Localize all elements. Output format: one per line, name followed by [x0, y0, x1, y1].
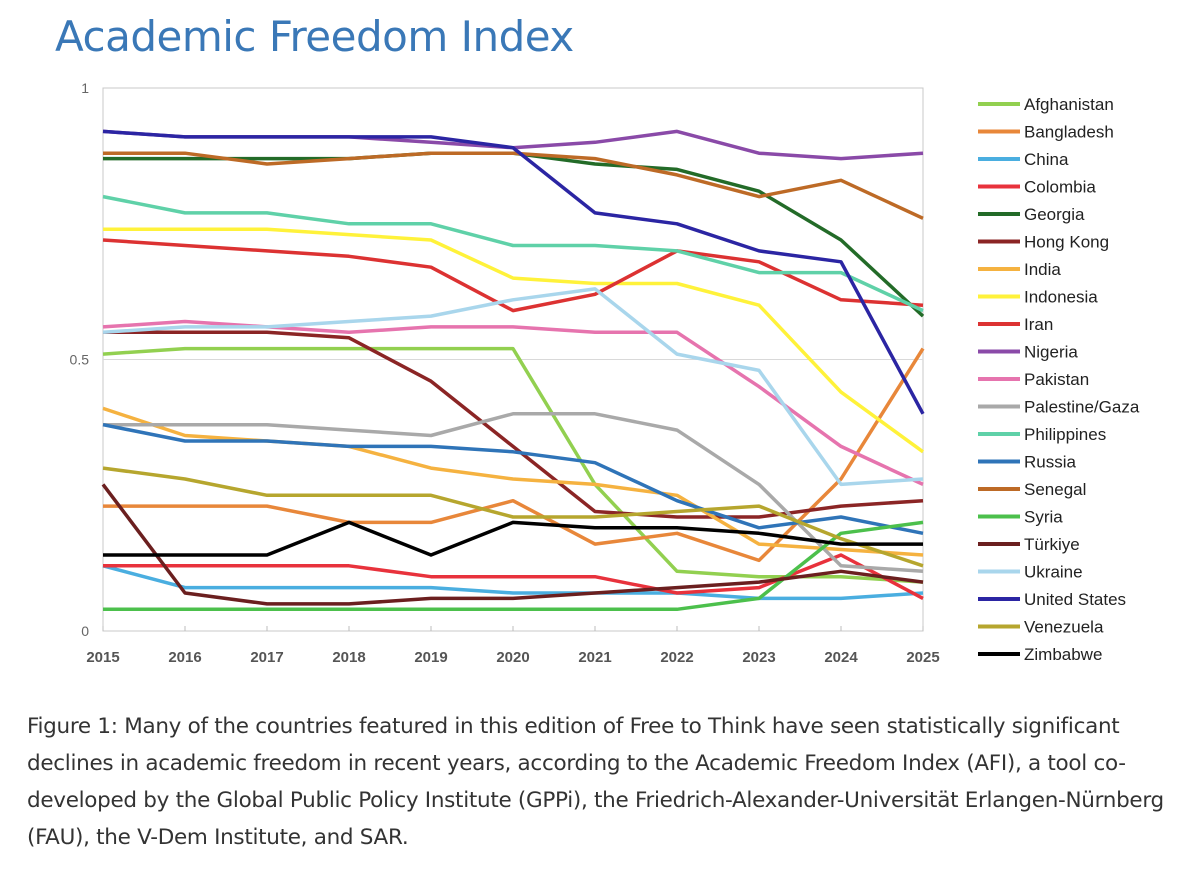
axes: 0 0.5 1 2015 2016 2017 2018 2019 2020 2021 2022 202…: [70, 80, 940, 666]
legend-label-china: China: [1024, 150, 1069, 169]
y-tick-label: 0.5: [70, 352, 90, 368]
line-chart: 0 0.5 1 2015 2016 2017 2018 2019 2020 2021 2022 202…: [70, 80, 1140, 666]
series-line-syria: [103, 520, 924, 612]
legend-label-india: India: [1024, 260, 1061, 279]
series-line-senegal: [103, 151, 924, 220]
legend-label-nigeria: Nigeria: [1024, 343, 1078, 362]
series-line-united-states: [102, 129, 925, 415]
x-tick-label: 2021: [578, 649, 611, 666]
x-tick-label: 2019: [414, 649, 447, 666]
legend-label-senegal: Senegal: [1024, 480, 1086, 499]
series-lines: [101, 129, 925, 612]
x-tick-label: 2016: [168, 649, 201, 666]
x-tick-label: 2025: [906, 649, 939, 666]
legend-label-t-rkiye: Türkiye: [1024, 535, 1080, 554]
legend-label-palestine-gaza: Palestine/Gaza: [1024, 398, 1140, 417]
legend-label-afghanistan: Afghanistan: [1024, 95, 1114, 114]
series-line-philippines: [102, 194, 924, 313]
legend-label-indonesia: Indonesia: [1024, 288, 1098, 307]
x-tick-label: 2023: [742, 649, 775, 666]
figure-caption: Figure 1: Many of the countries featured…: [27, 714, 1164, 850]
series-line-palestine-gaza: [103, 412, 924, 574]
series-line-zimbabwe: [103, 520, 923, 557]
x-tick-label: 2020: [496, 649, 529, 666]
series-line-t-rkiye: [101, 483, 924, 606]
legend-label-philippines: Philippines: [1024, 425, 1106, 444]
x-tick-label: 2017: [250, 649, 283, 666]
x-tick-label: 2018: [332, 649, 365, 666]
legend-label-georgia: Georgia: [1024, 205, 1085, 224]
legend-label-venezuela: Venezuela: [1024, 618, 1104, 637]
x-tick-label: 2024: [824, 649, 858, 666]
series-line-russia: [102, 422, 924, 536]
legend-label-syria: Syria: [1024, 508, 1063, 527]
legend-label-ukraine: Ukraine: [1024, 563, 1083, 582]
legend: Afghanistan Bangladesh China Colombia Georgi…: [978, 95, 1140, 664]
legend-label-united-states: United States: [1024, 590, 1126, 609]
series-line-iran: [102, 238, 924, 313]
legend-label-russia: Russia: [1024, 453, 1077, 472]
series-line-india: [102, 406, 924, 557]
series-line-indonesia: [103, 227, 925, 454]
series-line-ukraine: [102, 287, 924, 487]
series-line-bangladesh: [103, 347, 925, 563]
y-tick-label: 1: [81, 80, 89, 96]
page-title: Academic Freedom Index: [55, 12, 574, 61]
legend-label-colombia: Colombia: [1024, 178, 1096, 197]
legend-label-bangladesh: Bangladesh: [1024, 123, 1114, 142]
x-tick-label: 2015: [86, 649, 119, 666]
x-tick-label: 2022: [660, 649, 693, 666]
series-line-china: [102, 564, 924, 601]
legend-label-pakistan: Pakistan: [1024, 370, 1089, 389]
legend-label-zimbabwe: Zimbabwe: [1024, 645, 1102, 664]
legend-label-hong-kong: Hong Kong: [1024, 233, 1109, 252]
series-line-venezuela: [102, 466, 924, 568]
legend-label-iran: Iran: [1024, 315, 1053, 334]
y-tick-label: 0: [81, 623, 89, 639]
